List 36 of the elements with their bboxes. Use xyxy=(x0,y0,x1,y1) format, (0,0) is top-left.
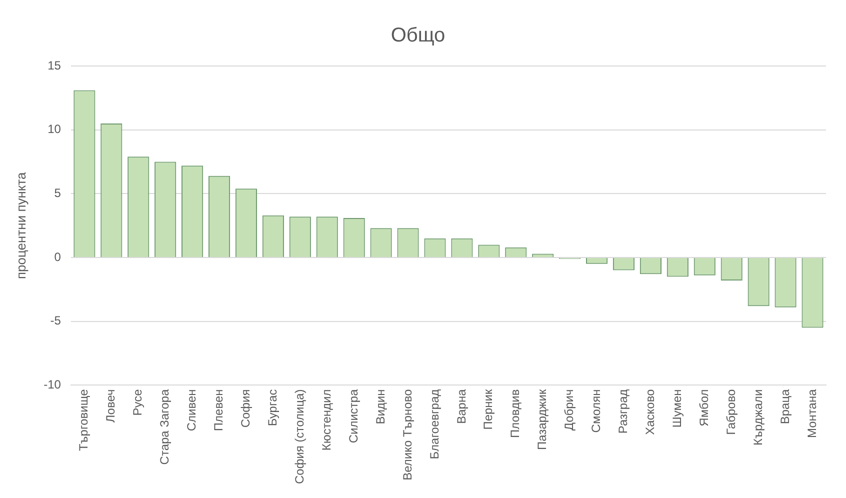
x-tick-label: Плевен xyxy=(212,389,226,432)
x-tick-label: Габрово xyxy=(724,388,738,435)
x-tick-label: Търговище xyxy=(76,388,91,452)
x-tick-label: Велико Търново xyxy=(400,388,414,480)
x-tick-label: Разград xyxy=(616,389,630,434)
x-tick-label: Видин xyxy=(373,389,388,424)
y-tick-label: 10 xyxy=(48,122,62,136)
x-tick-label: Монтана xyxy=(804,388,819,438)
x-tick-label: Бургас xyxy=(266,389,280,426)
x-tick-label: Ловеч xyxy=(104,389,118,423)
x-tick-label: София (столица) xyxy=(292,389,306,484)
x-tick-label: Кюстендил xyxy=(319,389,334,451)
x-tick-label: Пловдив xyxy=(508,389,522,438)
y-tick-label: -5 xyxy=(50,314,62,328)
x-tick-label: Перник xyxy=(481,388,496,430)
x-tick-label: Шумен xyxy=(670,389,684,428)
x-tick-label: Ямбол xyxy=(696,389,711,426)
x-tick-label: Кърджали xyxy=(750,389,765,446)
x-tick-label: Благоевград xyxy=(427,389,442,460)
x-tick-label: Сливен xyxy=(184,389,199,432)
chart-title: Общо xyxy=(390,24,446,47)
y-tick-label: 0 xyxy=(54,250,62,264)
x-tick-label: Добрич xyxy=(562,389,576,431)
y-axis-title: процентни пункта xyxy=(13,171,28,280)
y-tick-label: 5 xyxy=(54,186,62,200)
x-tick-label: Хасково xyxy=(643,388,658,435)
x-tick-label: Пазарджик xyxy=(535,388,550,450)
x-tick-label: Варна xyxy=(454,388,468,424)
x-tick-label: София xyxy=(238,389,253,428)
x-tick-label: Смолян xyxy=(589,389,604,433)
y-tick-label: 15 xyxy=(48,58,62,72)
x-tick-label: Стара Загора xyxy=(158,388,172,465)
x-tick-label: Враца xyxy=(778,388,792,424)
x-tick-label: Русе xyxy=(130,388,145,416)
y-tick-label: -10 xyxy=(44,378,62,392)
x-tick-label: Силистра xyxy=(346,388,360,444)
